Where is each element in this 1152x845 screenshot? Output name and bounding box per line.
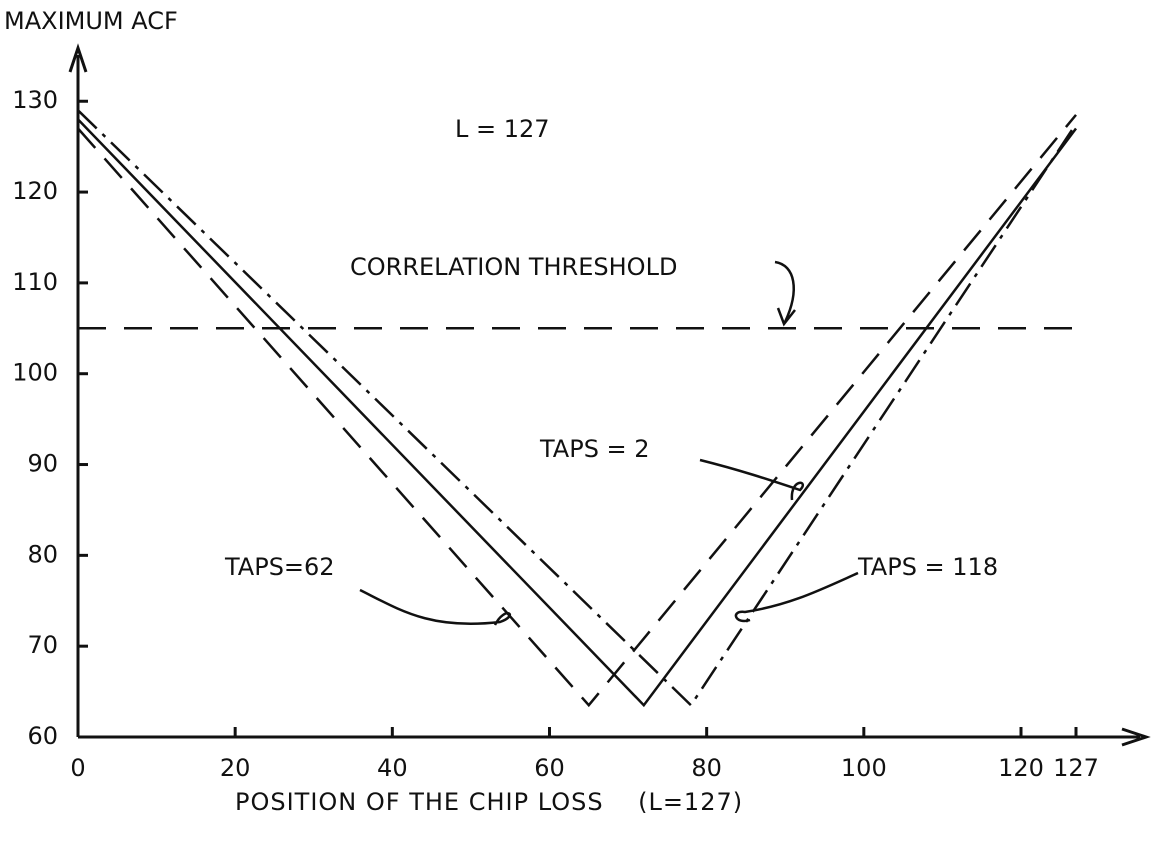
y-tick-label: 90 xyxy=(27,450,58,478)
x-tick-label: 100 xyxy=(841,754,887,782)
y-axis xyxy=(68,43,88,737)
series-label: TAPS=62 xyxy=(224,553,335,581)
y-tick-label: 110 xyxy=(12,268,58,296)
y-tick-label: 60 xyxy=(27,722,58,750)
series-label: TAPS = 118 xyxy=(857,553,998,581)
y-tick-label: 130 xyxy=(12,86,58,114)
threshold-label: CORRELATION THRESHOLD xyxy=(350,253,677,281)
x-tick-label: 120 xyxy=(998,754,1044,782)
leader xyxy=(699,458,804,501)
x-tick-label: 60 xyxy=(534,754,565,782)
y-axis-label: MAXIMUM ACF xyxy=(4,7,178,35)
y-tick-label: 70 xyxy=(27,631,58,659)
leader xyxy=(359,588,512,626)
annotation: L = 127 xyxy=(455,115,550,143)
y-tick-label: 120 xyxy=(12,177,58,205)
y-tick-label: 100 xyxy=(12,359,58,387)
x-tick-label: 127 xyxy=(1053,754,1099,782)
series-line xyxy=(77,118,1078,708)
y-tick-label: 80 xyxy=(27,540,58,568)
x-axis xyxy=(78,727,1151,747)
x-tick-label: 80 xyxy=(691,754,722,782)
leader xyxy=(734,571,859,623)
x-tick-label: 0 xyxy=(70,754,85,782)
x-tick-label: 20 xyxy=(220,754,251,782)
series-line xyxy=(77,109,1078,708)
series-label: TAPS = 2 xyxy=(539,435,650,463)
x-tick-label: 40 xyxy=(377,754,408,782)
series-line xyxy=(77,114,1077,708)
leader xyxy=(774,260,796,327)
x-axis-label: POSITION OF THE CHIP LOSS (L=127) xyxy=(235,788,743,816)
